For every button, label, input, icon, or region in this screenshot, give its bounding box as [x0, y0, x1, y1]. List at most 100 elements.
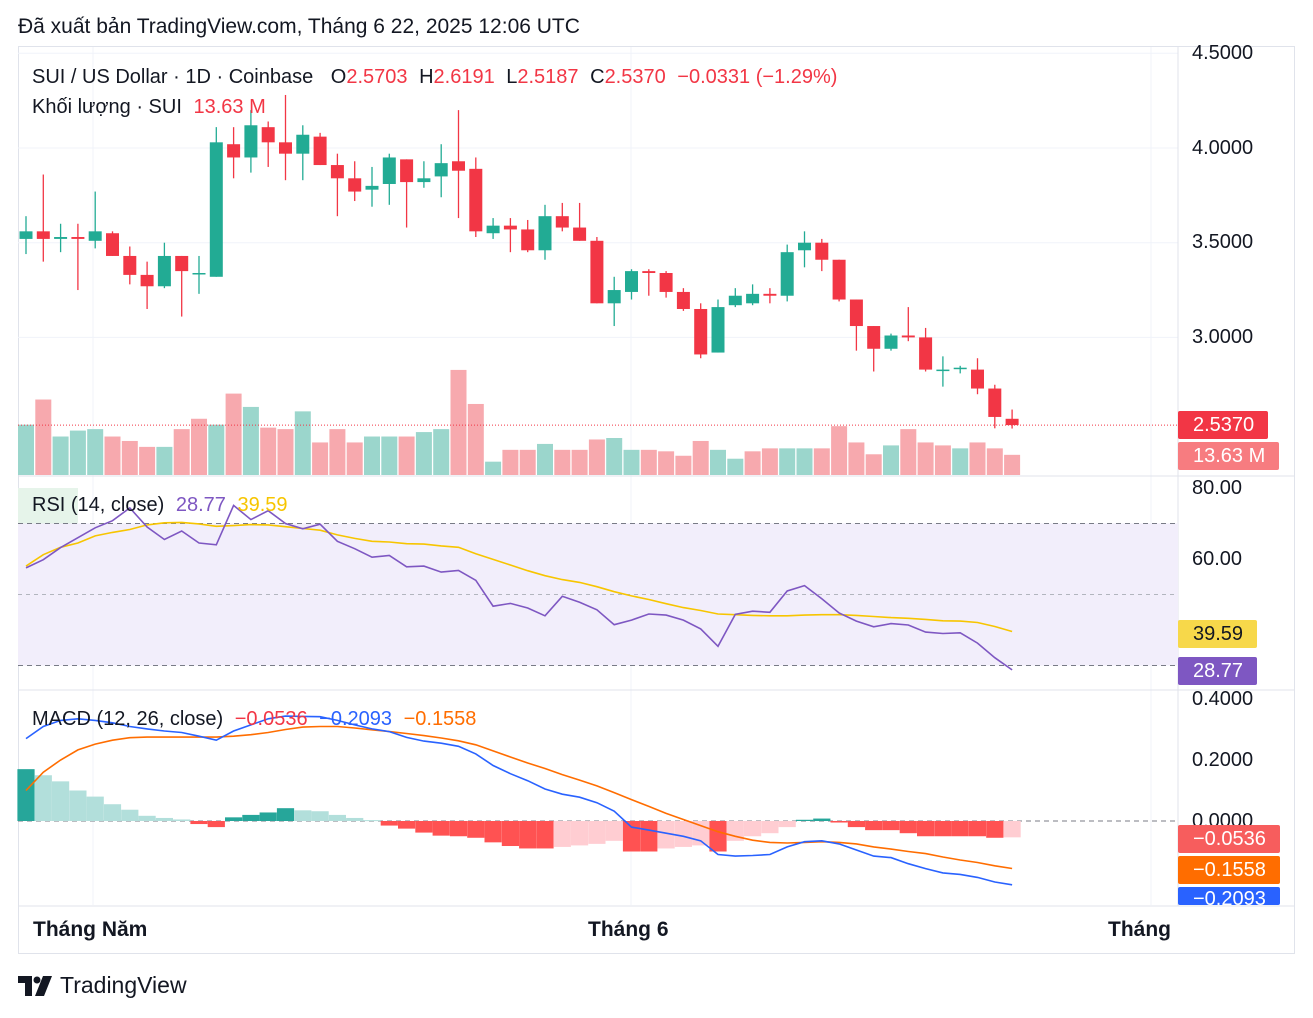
volume-bar — [87, 429, 104, 475]
macd-histogram-bar — [553, 821, 571, 847]
macd-histogram-bar — [847, 821, 865, 828]
candle-body — [832, 259, 846, 300]
close-value: 2.5370 — [604, 66, 666, 88]
macd-histogram-bar — [571, 821, 589, 846]
candle-body — [953, 367, 967, 370]
candle-body — [988, 388, 1002, 417]
candle-body — [555, 216, 569, 228]
candle-body — [815, 242, 829, 260]
symbol-title[interactable]: SUI / US Dollar · 1D · Coinbase — [32, 66, 314, 88]
volume-bar — [191, 418, 207, 475]
rsi-line — [25, 504, 1013, 671]
price-axis-label: 4.5000 — [1192, 42, 1254, 64]
volume-bar — [744, 451, 761, 475]
volume-bar — [900, 429, 917, 475]
macd-histogram-bar — [536, 821, 554, 849]
candle-body — [88, 231, 102, 241]
close-label: C — [590, 66, 605, 88]
volume-bar — [831, 426, 848, 475]
candle-body — [71, 237, 85, 239]
macd-histogram-bar — [207, 821, 225, 828]
candle-body — [642, 271, 656, 274]
candle-body — [919, 337, 933, 370]
macd-histogram-bar — [882, 821, 900, 831]
candle-body — [382, 157, 396, 184]
volume-label[interactable]: Khối lượng · SUI — [32, 96, 182, 118]
volume-bar — [571, 449, 588, 475]
candle-body — [763, 293, 777, 296]
volume-bar — [934, 445, 951, 475]
x-axis-label-may: Tháng Năm — [33, 918, 148, 941]
macd-histogram-bar — [103, 804, 122, 821]
volume-bar — [312, 442, 329, 475]
volume-legend: Khối lượng · SUI 13.63 M — [32, 96, 272, 119]
volume-bar — [502, 449, 519, 475]
candle-body — [244, 125, 258, 158]
candle-body — [313, 136, 327, 166]
macd-histogram-bar — [449, 821, 468, 837]
candle-body — [175, 255, 189, 272]
macd-histogram-bar — [674, 821, 692, 847]
volume-bar — [225, 393, 242, 475]
macd-histogram-bar — [761, 821, 779, 834]
macd-histogram-bar — [588, 821, 606, 844]
macd-histogram-bar — [605, 821, 623, 841]
volume-bar — [761, 448, 778, 475]
candle-body — [590, 240, 604, 304]
x-axis-label-next: Tháng — [1108, 918, 1171, 941]
rsi-axis-label: 60.00 — [1192, 548, 1243, 570]
rsi-value: 28.77 — [175, 494, 226, 516]
macd-histogram-bar — [328, 814, 346, 821]
candle-body — [780, 252, 794, 296]
macd-signal-tag: −0.1558 — [1178, 856, 1280, 884]
macd-histogram-bar — [34, 775, 52, 821]
candle-body — [296, 134, 310, 154]
volume-bar — [242, 406, 259, 475]
candle-body — [936, 369, 950, 372]
published-caption: Đã xuất bản TradingView.com, Tháng 6 22,… — [18, 15, 580, 38]
volume-bar — [588, 439, 605, 475]
candle-body — [538, 216, 552, 251]
rsi-tag: 28.77 — [1178, 657, 1258, 685]
candle-body — [123, 255, 137, 275]
candle-body — [1005, 418, 1019, 426]
macd-histogram-bar — [138, 815, 156, 821]
macd-histogram-bar — [744, 821, 762, 837]
volume-bar — [813, 448, 830, 475]
volume-bar — [692, 440, 709, 475]
macd-histogram-bar — [968, 821, 987, 837]
candle-body — [867, 326, 881, 349]
macd-line-tag: −0.2093 — [1178, 887, 1280, 905]
tradingview-logo[interactable]: TradingView — [18, 972, 187, 999]
volume-bar — [260, 427, 277, 475]
macd-label[interactable]: MACD (12, 26, close) — [32, 708, 224, 730]
rsi-ma-value: 39.59 — [237, 494, 288, 516]
macd-histogram-bar — [640, 821, 658, 852]
macd-histogram-bar — [778, 821, 796, 828]
candle-body — [192, 273, 206, 275]
candle-body — [261, 127, 275, 143]
rsi-label[interactable]: RSI (14, close) — [32, 494, 165, 516]
macd-histogram-bar — [709, 821, 727, 852]
volume-bar — [865, 454, 882, 475]
candle-body — [452, 161, 465, 171]
rsi-ma-tag: 39.59 — [1178, 620, 1258, 648]
volume-bar — [69, 430, 86, 475]
macd-histogram-bar — [622, 821, 641, 852]
volume-bar — [917, 442, 934, 475]
macd-histogram-bar — [52, 781, 70, 821]
price-tag: 2.5370 — [1178, 411, 1269, 439]
candle-body — [19, 231, 33, 239]
candle-body — [365, 185, 379, 190]
candle-body — [486, 225, 500, 234]
macd-histogram-bar — [346, 817, 364, 821]
volume-bar — [606, 438, 623, 475]
macd-histogram-bar — [415, 821, 433, 833]
macd-histogram-bar — [917, 821, 935, 837]
macd-legend: MACD (12, 26, close) −0.0536 −0.2093 −0.… — [32, 708, 482, 731]
macd-histogram-bar — [830, 821, 848, 823]
candle-body — [694, 308, 708, 355]
high-label: H — [419, 66, 434, 88]
macd-histogram-bar — [121, 809, 139, 821]
